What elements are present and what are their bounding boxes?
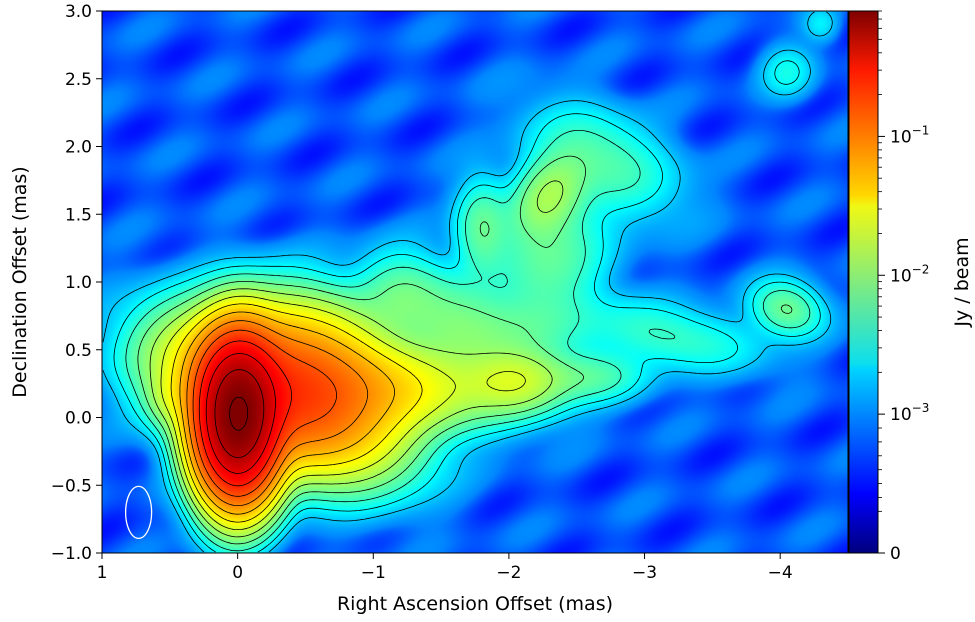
contour-line: [198, 340, 292, 487]
x-tick-label: 1: [97, 563, 108, 583]
colorbar-tick-label: 10−3: [890, 401, 929, 425]
y-tick-label: 3.0: [65, 2, 92, 22]
contour-line: [205, 353, 276, 474]
plot-area: [102, 11, 848, 553]
y-tick-label: 2.5: [65, 70, 92, 90]
contour-line: [137, 155, 793, 545]
colorbar-label: Jy / beam: [951, 237, 973, 327]
intensity-heatmap: [102, 11, 848, 553]
x-tick-label: −2: [496, 563, 521, 583]
contour-line: [179, 311, 395, 515]
x-axis-title: Right Ascension Offset (mas): [337, 593, 613, 615]
contour-line: [102, 11, 833, 553]
y-tick-label: 1.5: [65, 205, 92, 225]
x-axis-ticks: 1 0 −1 −2 −3 −4: [97, 553, 793, 583]
y-axis-ticks: −1.0 −0.5 0.0 0.5 1.0 1.5 2.0 2.5 3.0: [51, 2, 102, 564]
contour-line: [229, 396, 248, 431]
y-tick-label: 0.5: [65, 341, 92, 361]
y-tick-label: 1.0: [65, 273, 92, 293]
contour-line: [186, 320, 369, 506]
colorbar: 0 10−3 10−2 10−1 Jy / beam: [848, 10, 973, 564]
contour-lines: [102, 11, 833, 553]
y-tick-label: −0.5: [51, 476, 92, 496]
contour-line: [160, 295, 526, 530]
y-tick-label: 2.0: [65, 138, 92, 158]
contour-line: [113, 60, 821, 553]
y-tick-label: −1.0: [51, 544, 92, 564]
colorbar-tick-label: 10−1: [890, 123, 929, 147]
y-axis-title: Declination Offset (mas): [9, 166, 31, 397]
contour-line: [125, 130, 811, 552]
colorbar-tick-label: 0: [890, 544, 901, 564]
contour-line: [170, 303, 423, 523]
colorbar-ticks: 0 10−3 10−2 10−1: [878, 10, 929, 564]
colorbar-gradient: [848, 10, 879, 554]
contour-line: [192, 329, 337, 497]
x-tick-label: −4: [768, 563, 793, 583]
beam-ellipse: [124, 485, 153, 539]
contour-line: [214, 369, 265, 458]
y-tick-label: 0.0: [65, 409, 92, 429]
contour-line: [149, 180, 564, 538]
colorbar-tick-label: 10−2: [890, 262, 929, 286]
x-tick-label: 0: [232, 563, 243, 583]
x-tick-label: −1: [361, 563, 386, 583]
x-tick-label: −3: [632, 563, 657, 583]
